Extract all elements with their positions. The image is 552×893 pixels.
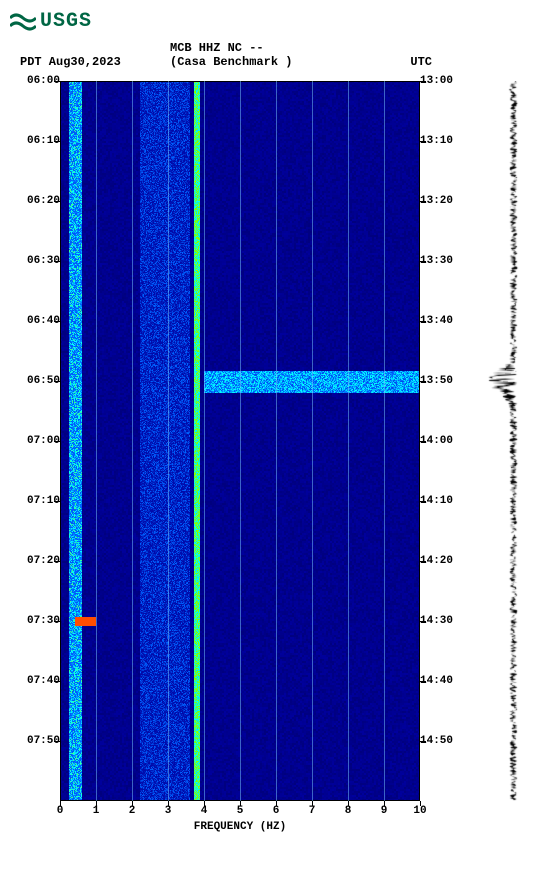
xtick: 9 — [381, 805, 388, 817]
ytick-right: 13:10 — [420, 135, 470, 147]
ytick-right: 14:50 — [420, 735, 470, 747]
xtick: 10 — [413, 805, 426, 817]
xtick: 6 — [273, 805, 280, 817]
ytick-right: 14:20 — [420, 555, 470, 567]
xtick: 3 — [165, 805, 172, 817]
xtick: 2 — [129, 805, 136, 817]
plot-area: 06:0006:1006:2006:3006:4006:5007:0007:10… — [10, 81, 542, 851]
seismogram-trace — [485, 81, 550, 801]
xtick: 7 — [309, 805, 316, 817]
date-label: PDT Aug30,2023 — [20, 55, 121, 69]
xtick: 0 — [57, 805, 64, 817]
logo-text: USGS — [40, 10, 92, 33]
station-subtitle: (Casa Benchmark ) — [170, 55, 292, 69]
ytick-right: 13:40 — [420, 315, 470, 327]
ytick-right: 13:50 — [420, 375, 470, 387]
wave-icon — [10, 12, 36, 32]
ytick-right: 14:00 — [420, 435, 470, 447]
xtick: 1 — [93, 805, 100, 817]
ytick-right: 13:00 — [420, 75, 470, 87]
ytick-right: 14:40 — [420, 675, 470, 687]
xtick: 4 — [201, 805, 208, 817]
utc-label: UTC — [410, 55, 432, 69]
station-title: MCB HHZ NC -- — [170, 41, 264, 55]
ytick-right: 13:20 — [420, 195, 470, 207]
ytick-right: 14:10 — [420, 495, 470, 507]
x-axis-label: FREQUENCY (HZ) — [60, 821, 420, 833]
xtick: 8 — [345, 805, 352, 817]
ytick-right: 13:30 — [420, 255, 470, 267]
ytick-right: 14:30 — [420, 615, 470, 627]
usgs-logo: USGS — [10, 10, 542, 33]
xtick: 5 — [237, 805, 244, 817]
y-axis-right: 13:0013:1013:2013:3013:4013:5014:0014:10… — [420, 81, 470, 801]
